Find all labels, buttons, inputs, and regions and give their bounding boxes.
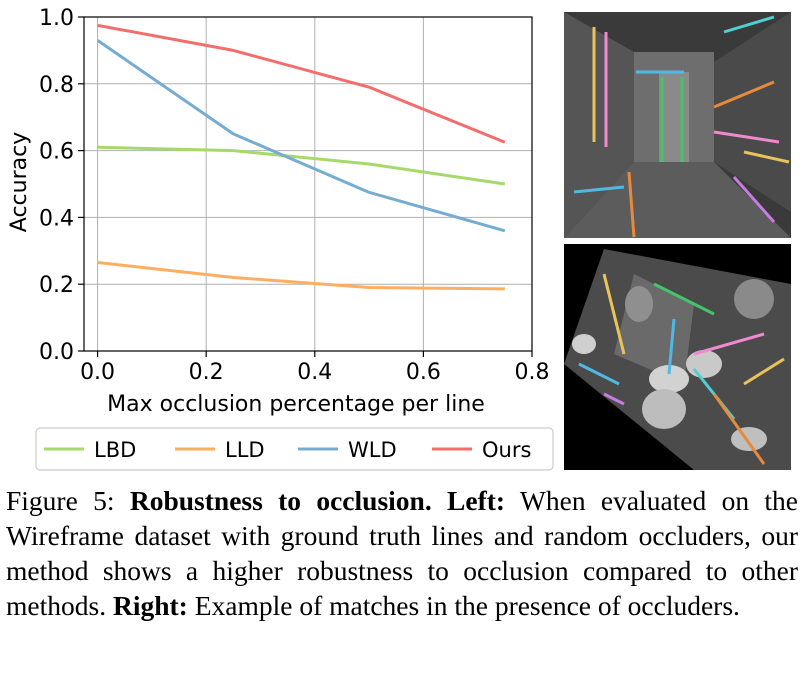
x-axis-label: Max occlusion percentage per line [107,392,485,417]
series-line-lld [97,260,505,291]
y-ticks: 0.0 0.2 0.4 0.6 0.8 1.0 [39,6,84,365]
right-description: Example of matches in the presence of oc… [194,590,740,621]
x-ticks: 0.0 0.2 0.4 0.6 0.8 [80,351,550,385]
x-tick-label: 0.4 [297,360,332,385]
y-tick-label: 0.4 [39,206,74,231]
right-label: Right: [112,590,188,621]
x-tick-label: 0.2 [189,360,224,385]
series-line-lbd [97,145,506,186]
match-image-top [564,12,791,238]
accuracy-chart: 0.0 0.2 0.4 0.6 0.8 0.0 0.2 0.4 0.6 0.8 1.0 Max o… [7,6,554,471]
x-tick-label: 0.0 [80,360,115,385]
legend: LBD LLD WLD Ours [35,427,554,471]
y-tick-label: 0.2 [39,273,74,298]
legend-label-ours: Ours [482,438,531,462]
series-lines [96,23,506,291]
left-label: Left: [447,485,506,516]
legend-label-wld: WLD [348,438,397,462]
y-tick-label: 0.0 [39,340,74,365]
room-photo-bottom [564,244,791,470]
room-photo-top [564,12,791,238]
x-tick-label: 0.6 [406,360,441,385]
series-line-wld [96,39,506,233]
figure-label: Figure 5: [6,485,115,516]
x-tick-label: 0.8 [515,360,550,385]
legend-box [35,427,554,471]
y-tick-label: 0.6 [39,140,74,165]
figure-title: Robustness to occlusion. [129,485,432,516]
figure-caption: Figure 5: Robustness to occlusion. Left:… [6,483,798,623]
grid [84,16,533,352]
plot-frame [83,16,533,352]
legend-label-lld: LLD [225,438,265,462]
series-line-ours [97,23,506,144]
y-axis-label: Accuracy [7,132,32,232]
y-tick-label: 0.8 [39,73,74,98]
match-image-bottom [564,244,791,470]
legend-label-lbd: LBD [94,438,136,462]
left-description: When evaluated on the Wireframe dataset … [6,485,798,621]
y-tick-label: 1.0 [39,6,74,31]
